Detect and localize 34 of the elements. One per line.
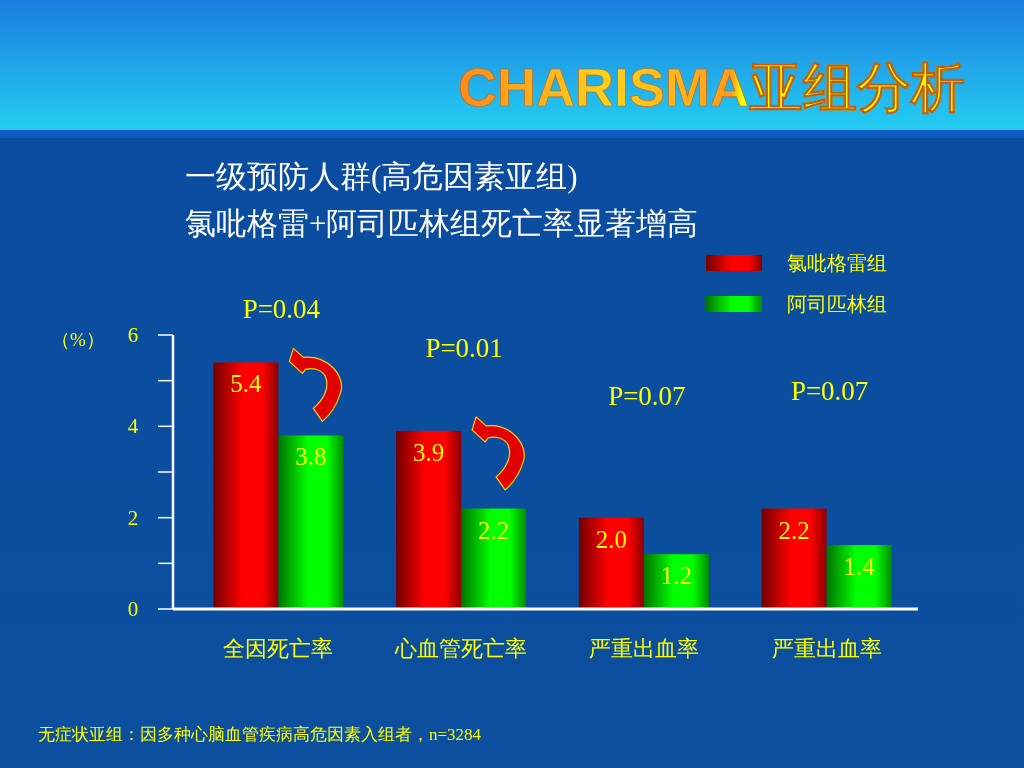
bar — [826, 545, 892, 609]
y-tick-label: 2 — [127, 505, 139, 530]
data-label: 3.8 — [295, 443, 327, 471]
data-label: 1.2 — [660, 562, 692, 590]
chart-title: CHARISMA亚组分析 — [458, 57, 965, 117]
x-tick-label: 严重出血率 — [588, 636, 699, 661]
bar — [278, 435, 344, 609]
y-tick-label: 0 — [127, 597, 139, 621]
y-tick-label: 6 — [127, 323, 139, 347]
data-label: 2.2 — [478, 516, 510, 544]
text: P=0.04 — [242, 294, 321, 325]
text: 无症状亚组：因多种心脑血管疾病高危因素入组者，n=3284 — [38, 725, 482, 744]
chart-subtitle: 一级预防人群(高危因素亚组) 氯吡格雷+阿司匹林组死亡率显著增高 — [185, 159, 699, 241]
bar — [396, 430, 462, 609]
x-tick-label: 全因死亡率 — [223, 636, 334, 661]
bar — [213, 362, 279, 609]
annotation: P=0.07 — [790, 375, 869, 406]
legend-label: 阿司匹林组 — [787, 293, 887, 315]
legend-label: 氯吡格雷组 — [787, 252, 887, 274]
y-tick-label: 4 — [127, 414, 139, 439]
bar — [461, 508, 527, 609]
x-tick-label: 心血管死亡率 — [394, 636, 528, 661]
bar — [578, 517, 644, 609]
annotation: P=0.07 — [608, 380, 686, 411]
data-label: 3.9 — [413, 438, 445, 466]
data-label: 1.4 — [843, 553, 876, 581]
data-label: 2.2 — [778, 516, 810, 544]
bar — [643, 554, 709, 609]
data-label: 2.0 — [595, 525, 627, 553]
data-label: 5.4 — [230, 370, 262, 398]
bar — [761, 508, 827, 609]
x-tick-label: 严重出血率 — [771, 636, 882, 661]
y-axis-title: （%） — [51, 328, 105, 350]
annotation: P=0.01 — [425, 333, 503, 364]
